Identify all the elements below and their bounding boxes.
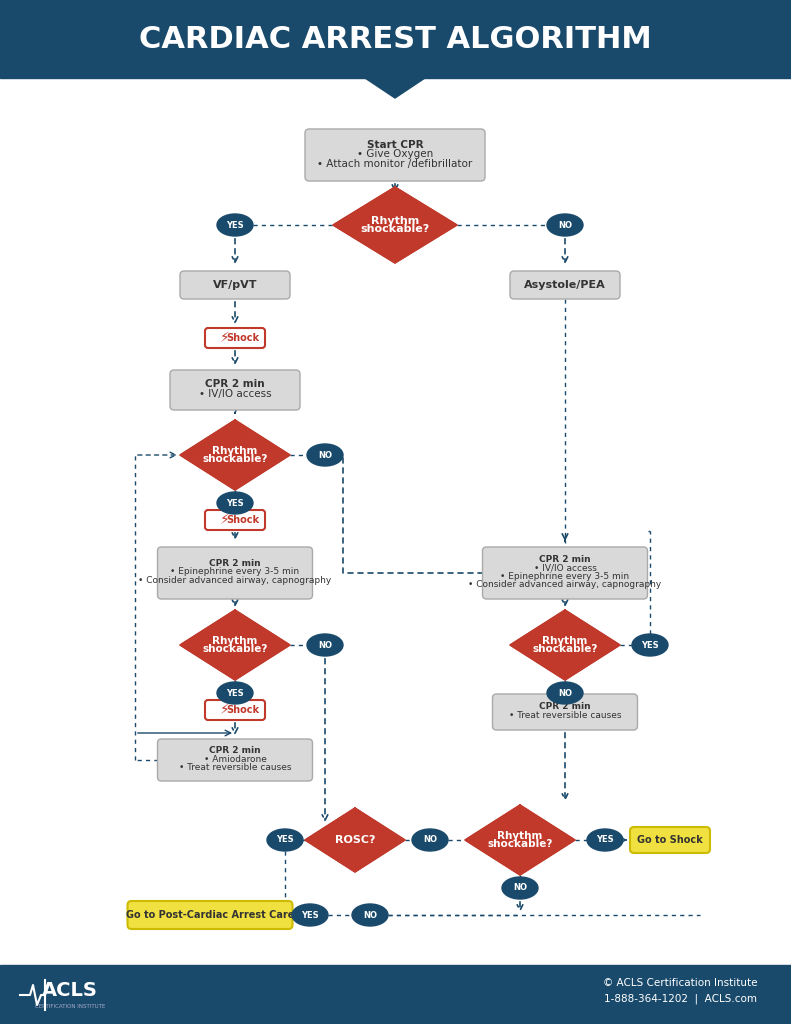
Text: Rhythm: Rhythm [498, 830, 543, 841]
FancyBboxPatch shape [510, 271, 620, 299]
Text: YES: YES [226, 688, 244, 697]
Ellipse shape [307, 444, 343, 466]
Text: Start CPR: Start CPR [367, 139, 423, 150]
Text: CPR 2 min: CPR 2 min [209, 559, 261, 568]
FancyBboxPatch shape [483, 547, 648, 599]
Polygon shape [365, 78, 425, 98]
Text: Go to Post-Cardiac Arrest Care: Go to Post-Cardiac Arrest Care [126, 910, 294, 920]
Text: • Amiodarone: • Amiodarone [203, 755, 267, 764]
Text: • Consider advanced airway, capnography: • Consider advanced airway, capnography [468, 581, 661, 589]
Text: NO: NO [423, 836, 437, 845]
Text: CPR 2 min: CPR 2 min [539, 702, 591, 712]
Ellipse shape [217, 682, 253, 705]
Text: Rhythm: Rhythm [371, 215, 419, 225]
FancyBboxPatch shape [630, 827, 710, 853]
Text: ⚡: ⚡ [220, 703, 230, 717]
Text: YES: YES [596, 836, 614, 845]
Text: NO: NO [558, 220, 572, 229]
Ellipse shape [307, 634, 343, 656]
Text: YES: YES [642, 640, 659, 649]
FancyBboxPatch shape [305, 129, 485, 181]
Polygon shape [180, 420, 290, 490]
Text: • Treat reversible causes: • Treat reversible causes [509, 711, 621, 720]
Text: • Give Oxygen: • Give Oxygen [357, 150, 433, 159]
Ellipse shape [292, 904, 328, 926]
Text: • Consider advanced airway, capnography: • Consider advanced airway, capnography [138, 575, 331, 585]
Text: shockable?: shockable? [202, 455, 267, 464]
Text: ⚡: ⚡ [220, 513, 230, 527]
Text: YES: YES [226, 220, 244, 229]
FancyBboxPatch shape [180, 271, 290, 299]
Text: shockable?: shockable? [361, 224, 430, 234]
Text: • IV/IO access: • IV/IO access [534, 563, 596, 572]
Text: CARDIAC ARREST ALGORITHM: CARDIAC ARREST ALGORITHM [138, 25, 651, 53]
Text: shockable?: shockable? [202, 644, 267, 654]
Text: NO: NO [318, 451, 332, 460]
Text: NO: NO [513, 884, 527, 893]
Ellipse shape [352, 904, 388, 926]
Ellipse shape [412, 829, 448, 851]
Text: • Attach monitor /defibrillator: • Attach monitor /defibrillator [317, 159, 473, 169]
Ellipse shape [587, 829, 623, 851]
FancyBboxPatch shape [493, 694, 638, 730]
Text: YES: YES [276, 836, 293, 845]
Polygon shape [180, 610, 290, 680]
Text: Shock: Shock [226, 515, 259, 525]
Polygon shape [465, 805, 575, 874]
Text: CPR 2 min: CPR 2 min [205, 379, 265, 389]
Text: ACLS: ACLS [42, 981, 98, 1000]
Text: © ACLS Certification Institute
1-888-364-1202  |  ACLS.com: © ACLS Certification Institute 1-888-364… [603, 978, 757, 1004]
FancyBboxPatch shape [157, 739, 312, 781]
Polygon shape [510, 610, 620, 680]
Text: shockable?: shockable? [532, 644, 598, 654]
Text: ROSC?: ROSC? [335, 835, 375, 845]
Text: • IV/IO access: • IV/IO access [199, 389, 271, 398]
Ellipse shape [217, 492, 253, 514]
Text: Shock: Shock [226, 333, 259, 343]
Ellipse shape [547, 682, 583, 705]
Ellipse shape [267, 829, 303, 851]
FancyBboxPatch shape [205, 700, 265, 720]
Text: ⚡: ⚡ [220, 331, 230, 345]
FancyBboxPatch shape [205, 510, 265, 530]
Text: • Treat reversible causes: • Treat reversible causes [179, 763, 291, 772]
Text: CPR 2 min: CPR 2 min [539, 555, 591, 564]
Text: shockable?: shockable? [487, 840, 553, 849]
Ellipse shape [502, 877, 538, 899]
Text: • Epinephrine every 3-5 min: • Epinephrine every 3-5 min [170, 567, 300, 577]
Text: Shock: Shock [226, 705, 259, 715]
FancyBboxPatch shape [157, 547, 312, 599]
Text: YES: YES [226, 499, 244, 508]
Text: VF/pVT: VF/pVT [213, 280, 257, 290]
Text: • Epinephrine every 3-5 min: • Epinephrine every 3-5 min [501, 571, 630, 581]
Text: NO: NO [363, 910, 377, 920]
FancyBboxPatch shape [127, 901, 293, 929]
FancyBboxPatch shape [0, 965, 791, 1024]
Text: Rhythm: Rhythm [212, 636, 258, 646]
Ellipse shape [217, 214, 253, 236]
Ellipse shape [632, 634, 668, 656]
FancyBboxPatch shape [170, 370, 300, 410]
FancyBboxPatch shape [0, 0, 791, 78]
Text: Asystole/PEA: Asystole/PEA [524, 280, 606, 290]
Ellipse shape [547, 214, 583, 236]
Text: CPR 2 min: CPR 2 min [209, 746, 261, 755]
Text: NO: NO [318, 640, 332, 649]
Polygon shape [305, 808, 405, 872]
Text: Go to Shock: Go to Shock [637, 835, 703, 845]
Polygon shape [333, 187, 457, 263]
Text: CERTIFICATION INSTITUTE: CERTIFICATION INSTITUTE [35, 1005, 105, 1010]
FancyBboxPatch shape [205, 328, 265, 348]
Text: Rhythm: Rhythm [212, 445, 258, 456]
Text: NO: NO [558, 688, 572, 697]
Text: YES: YES [301, 910, 319, 920]
Text: Rhythm: Rhythm [543, 636, 588, 646]
